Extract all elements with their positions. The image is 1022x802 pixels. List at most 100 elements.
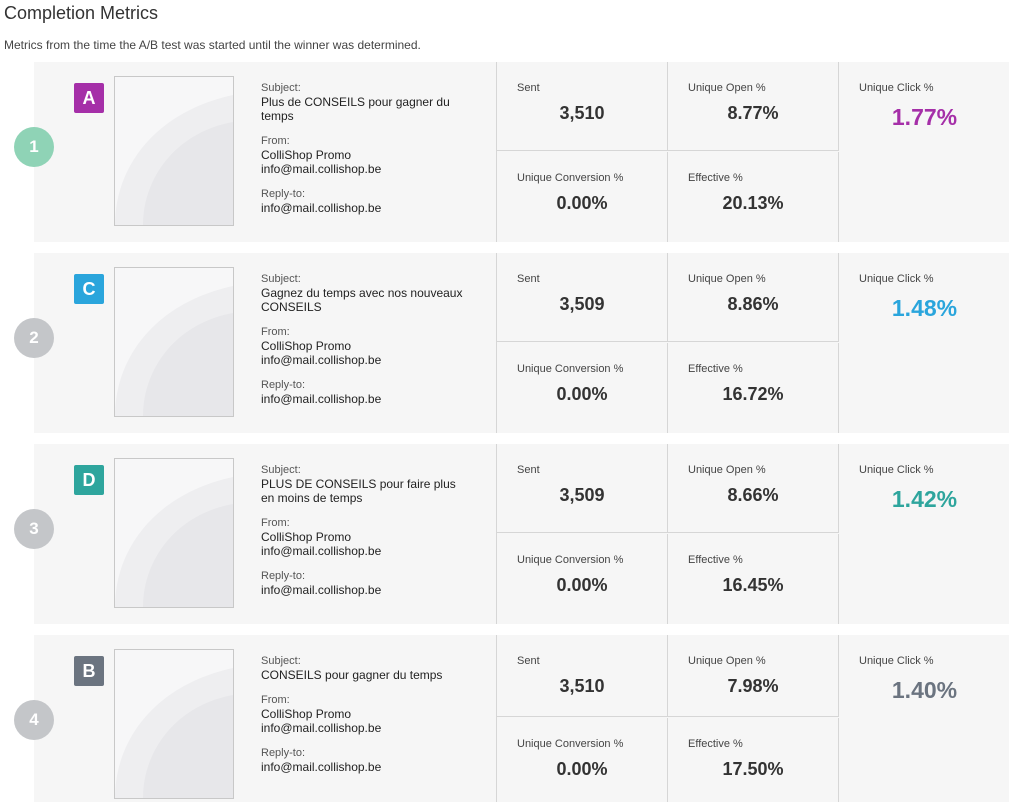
metric-effective-value: 16.45% <box>722 575 784 595</box>
metric-unique-open: Unique Open % 7.98% <box>668 635 839 717</box>
metric-sent-label: Sent <box>517 82 540 94</box>
metrics-grid: Sent 3,510 Unique Open % 7.98% Unique Conver… <box>496 635 1010 802</box>
from-label: From: <box>261 326 290 338</box>
reply-to-value: info@mail.collishop.be <box>261 760 382 774</box>
metric-sent-value: 3,510 <box>559 103 605 123</box>
metric-effective: Effective % 17.50% <box>668 718 839 802</box>
metric-unique-click: Unique Click % 1.77% <box>839 62 1010 242</box>
metric-unique-click: Unique Click % 1.48% <box>839 253 1010 433</box>
email-details: Subject: CONSEILS pour gagner du temps Fro… <box>261 655 471 774</box>
thumbnail-placeholder-icon <box>115 650 233 798</box>
email-details: Subject: PLUS DE CONSEILS pour faire plus… <box>261 464 471 597</box>
metric-unique-click-label: Unique Click % <box>859 655 934 667</box>
metric-sent: Sent 3,509 <box>497 444 668 533</box>
metric-unique-open-label: Unique Open % <box>688 655 766 667</box>
variant-row[interactable]: 3 D Subject: PLUS DE CONSEILS pour faire pl… <box>14 444 1010 624</box>
email-thumbnail[interactable] <box>114 649 234 799</box>
variant-letter-badge: D <box>74 465 104 495</box>
reply-to-label: Reply-to: <box>261 747 306 759</box>
subject-label: Subject: <box>261 464 301 476</box>
variant-row[interactable]: 2 C Subject: Gagnez du temps avec nos nouve… <box>14 253 1010 433</box>
metric-unique-open-label: Unique Open % <box>688 464 766 476</box>
from-email: info@mail.collishop.be <box>261 721 382 735</box>
metric-sent-value: 3,510 <box>559 676 605 696</box>
variant-letter-badge: A <box>74 83 104 113</box>
subject-label: Subject: <box>261 82 301 94</box>
email-thumbnail[interactable] <box>114 458 234 608</box>
from-email: info@mail.collishop.be <box>261 162 382 176</box>
variant-row[interactable]: 4 B Subject: CONSEILS pour gagner du temps F… <box>14 635 1010 802</box>
metric-sent-value: 3,509 <box>559 294 605 314</box>
metric-unique-conversion-value: 0.00% <box>556 575 608 595</box>
reply-to-label: Reply-to: <box>261 188 306 200</box>
spacer <box>261 176 471 188</box>
variant-letter-badge: C <box>74 274 104 304</box>
metric-unique-click: Unique Click % 1.42% <box>839 444 1010 624</box>
variant-letter-badge: B <box>74 656 104 686</box>
rank-badge: 4 <box>14 700 54 740</box>
subject-value: Gagnez du temps avec nos nouveaux CONSEI… <box>261 286 463 314</box>
from-name: ColliShop Promo <box>261 707 352 721</box>
subject-label: Subject: <box>261 655 301 667</box>
thumbnail-placeholder-icon <box>115 268 233 416</box>
reply-to-value: info@mail.collishop.be <box>261 201 382 215</box>
from-email: info@mail.collishop.be <box>261 544 382 558</box>
metric-unique-click: Unique Click % 1.40% <box>839 635 1010 802</box>
metric-effective-label: Effective % <box>688 554 743 566</box>
metric-unique-click-value: 1.42% <box>891 486 958 512</box>
metric-unique-conversion-value: 0.00% <box>556 759 608 779</box>
variant-row[interactable]: 1 A Subject: Plus de CONSEILS pour gagner d… <box>14 62 1010 242</box>
metric-effective-label: Effective % <box>688 172 743 184</box>
spacer <box>261 505 471 517</box>
metric-sent-label: Sent <box>517 464 540 476</box>
metric-unique-click-label: Unique Click % <box>859 464 934 476</box>
metric-unique-conversion-label: Unique Conversion % <box>517 363 624 375</box>
metric-unique-open: Unique Open % 8.86% <box>668 253 839 342</box>
from-label: From: <box>261 694 290 706</box>
metric-unique-click-label: Unique Click % <box>859 273 934 285</box>
metric-unique-click-value: 1.40% <box>891 677 958 703</box>
metric-sent-label: Sent <box>517 273 540 285</box>
metric-effective-value: 17.50% <box>722 759 784 779</box>
email-thumbnail[interactable] <box>114 76 234 226</box>
spacer <box>261 314 471 326</box>
metric-unique-conversion: Unique Conversion % 0.00% <box>497 343 668 433</box>
subject-value: Plus de CONSEILS pour gagner du temps <box>261 95 450 123</box>
metric-unique-click-value: 1.77% <box>891 104 958 130</box>
metric-unique-conversion: Unique Conversion % 0.00% <box>497 718 668 802</box>
metric-effective-value: 16.72% <box>722 384 784 404</box>
metric-unique-conversion-label: Unique Conversion % <box>517 554 624 566</box>
from-name: ColliShop Promo <box>261 339 352 353</box>
from-name: ColliShop Promo <box>261 148 352 162</box>
email-details: Subject: Gagnez du temps avec nos nouveau… <box>261 273 471 406</box>
metric-unique-open-label: Unique Open % <box>688 273 766 285</box>
from-label: From: <box>261 135 290 147</box>
metric-unique-open-value: 8.66% <box>727 485 779 505</box>
metric-unique-open-value: 7.98% <box>727 676 779 696</box>
from-label: From: <box>261 517 290 529</box>
email-thumbnail[interactable] <box>114 267 234 417</box>
subject-value: PLUS DE CONSEILS pour faire plus en moin… <box>261 477 456 505</box>
metric-unique-conversion: Unique Conversion % 0.00% <box>497 152 668 242</box>
metric-unique-open: Unique Open % 8.77% <box>668 62 839 151</box>
metric-sent-value: 3,509 <box>559 485 605 505</box>
rank-badge: 3 <box>14 509 54 549</box>
spacer <box>261 682 471 694</box>
reply-to-value: info@mail.collishop.be <box>261 583 382 597</box>
metric-unique-conversion-label: Unique Conversion % <box>517 172 624 184</box>
metric-sent: Sent 3,510 <box>497 62 668 151</box>
metric-sent: Sent 3,509 <box>497 253 668 342</box>
metric-unique-conversion-label: Unique Conversion % <box>517 738 624 750</box>
email-details: Subject: Plus de CONSEILS pour gagner du … <box>261 82 471 215</box>
metric-effective-value: 20.13% <box>722 193 784 213</box>
from-email: info@mail.collishop.be <box>261 353 382 367</box>
page-title: Completion Metrics <box>4 3 159 23</box>
thumbnail-placeholder-icon <box>115 459 233 607</box>
metric-unique-open-value: 8.77% <box>727 103 779 123</box>
metric-effective: Effective % 20.13% <box>668 152 839 242</box>
subject-value: CONSEILS pour gagner du temps <box>261 668 443 682</box>
metric-unique-open-label: Unique Open % <box>688 82 766 94</box>
metrics-grid: Sent 3,509 Unique Open % 8.86% Unique Conver… <box>496 253 1010 433</box>
spacer <box>261 735 471 747</box>
spacer <box>261 123 471 135</box>
